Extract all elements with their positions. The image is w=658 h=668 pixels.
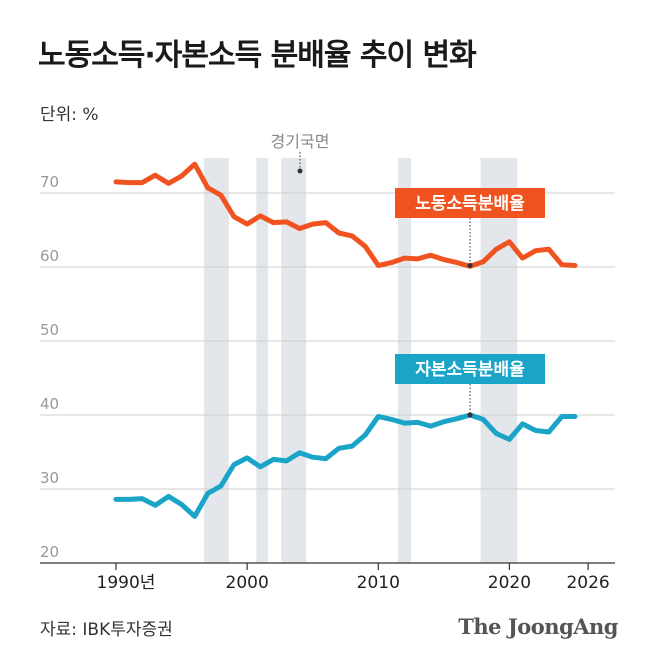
x-tick-2000: 2000	[226, 573, 269, 593]
series-label-1: 자본소득분배율	[415, 360, 525, 380]
series-label-dot-1	[467, 412, 473, 418]
series-label-0: 노동소득분배율	[415, 194, 525, 214]
recession-leader-dot	[297, 168, 303, 174]
unit-label: 단위: %	[40, 105, 99, 125]
chart-title: 노동소득·자본소득 분배율 추이 변화	[38, 38, 477, 73]
series-line-labor	[113, 161, 578, 269]
y-tick-20: 20	[40, 543, 59, 561]
recession-band-1	[256, 158, 269, 563]
series-label-box-0	[395, 188, 545, 218]
x-tick-2010: 2010	[357, 573, 400, 593]
series-label-dot-0	[467, 263, 473, 269]
gridlines	[40, 192, 615, 490]
y-tick-30: 30	[40, 469, 59, 487]
recession-band-0	[203, 158, 229, 563]
y-tick-60: 60	[40, 247, 59, 265]
x-axis: 1990년 2000 2010 2020 2026	[40, 562, 615, 593]
y-tick-40: 40	[40, 395, 59, 413]
y-tick-50: 50	[40, 321, 59, 339]
source-note: 자료: IBK투자증권	[40, 620, 173, 640]
series-lines	[113, 161, 578, 519]
x-tick-2026: 2026	[566, 573, 609, 593]
x-tick-1990: 1990년	[97, 573, 156, 593]
y-tick-labels: 20 30 40 50 60 70	[40, 173, 59, 561]
x-tick-2020: 2020	[488, 573, 531, 593]
y-tick-70: 70	[40, 173, 59, 191]
series-line-capital	[113, 412, 578, 519]
series-label-box-1	[395, 354, 545, 384]
recession-band-2	[281, 158, 307, 563]
recession-label: 경기국면	[271, 132, 330, 151]
brand-logo: The JoongAng	[458, 614, 618, 639]
